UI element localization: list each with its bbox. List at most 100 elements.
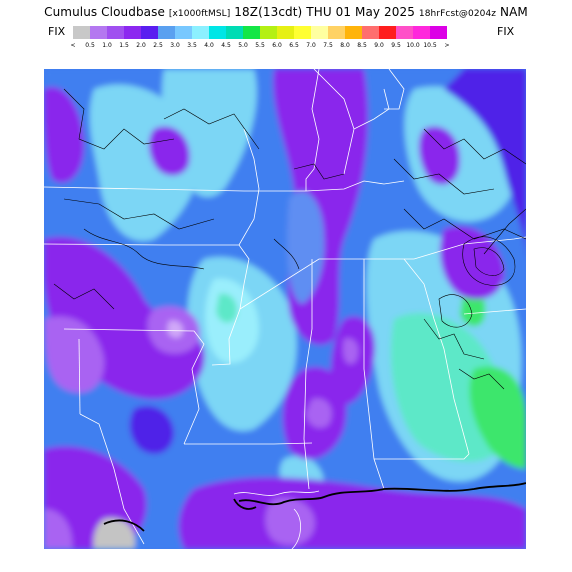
forecast-map (44, 69, 526, 549)
valid-time: 18hrFcst@0204z (418, 9, 497, 19)
run-time: 18Z(13cdt) (234, 5, 303, 19)
legend-swatch (260, 26, 277, 39)
model-name: NAM (500, 5, 528, 19)
coastline (103, 482, 526, 532)
shade-patch (216, 293, 238, 323)
state-line (413, 236, 526, 260)
contour-line (53, 283, 115, 310)
contour-line (458, 368, 505, 390)
chart-title: Cumulus Cloudbase [x1000ftMSL] 18Z(13cdt… (0, 5, 572, 19)
shade-patch (44, 316, 105, 393)
state-line (243, 128, 260, 190)
legend-tick: 8.5 (357, 42, 367, 49)
coastline-white (233, 490, 320, 549)
contour-line (403, 208, 526, 240)
shade-patch (167, 320, 184, 338)
legend-swatch (243, 26, 260, 39)
legend-ticks: <0.5 1.0 1.5 2.0 2.5 3.0 3.5 4.0 4.5 5.0 5.5 6.0 6.5… (67, 42, 507, 52)
state-line (403, 258, 470, 455)
legend-swatch (158, 26, 175, 39)
shade-patch (93, 518, 135, 549)
coast-line (233, 498, 257, 510)
shade-patch (129, 405, 174, 454)
legend-tick: 3.0 (170, 42, 180, 49)
color-legend (73, 26, 447, 39)
legend-swatch (430, 26, 447, 39)
legend-swatch (294, 26, 311, 39)
shade-patch (44, 87, 84, 183)
legend-swatch (192, 26, 209, 39)
state-line (343, 88, 390, 175)
contour-line (423, 318, 485, 360)
legend-tick: 4.5 (221, 42, 231, 49)
legend-swatch (124, 26, 141, 39)
legend-tick: 2.5 (153, 42, 163, 49)
shade-patch (148, 126, 190, 176)
shade-patch (418, 126, 460, 185)
legend-tick: 6.5 (289, 42, 299, 49)
state-line (363, 259, 385, 490)
coast-line (238, 482, 526, 506)
contour-line (462, 236, 516, 286)
legend-tick: 6.0 (272, 42, 282, 49)
contour-line (483, 208, 526, 255)
legend-tick: > (444, 42, 450, 49)
contour-line (438, 294, 473, 328)
legend-tick: 4.0 (204, 42, 214, 49)
coast-line (103, 519, 145, 532)
fix-link-right[interactable]: FIX (497, 25, 515, 38)
legend-swatch (107, 26, 124, 39)
legend-tick: 5.5 (255, 42, 265, 49)
contour-line (293, 163, 345, 180)
contour-line (163, 108, 260, 150)
legend-tick: 0.5 (85, 42, 95, 49)
coast-line (291, 508, 301, 549)
forecast-date: THU 01 May 2025 (306, 5, 415, 19)
state-line (305, 69, 320, 191)
legend-tick: 5.0 (238, 42, 248, 49)
contour-line (273, 238, 300, 270)
contour-line (393, 158, 495, 195)
shade-patch (287, 191, 325, 304)
shade-patch (343, 338, 359, 365)
product-name: Cumulus Cloudbase (44, 5, 165, 19)
legend-tick: 2.0 (136, 42, 146, 49)
contour-line (473, 247, 505, 276)
terrain-contours (53, 88, 526, 390)
shade-patch (44, 509, 73, 549)
state-line (305, 180, 405, 192)
units-label: [x1000ftMSL] (168, 9, 231, 19)
state-line (78, 338, 81, 415)
legend-tick: 7.5 (323, 42, 333, 49)
legend-swatch (90, 26, 107, 39)
legend-tick: < (70, 42, 76, 49)
map-svg (44, 69, 526, 549)
legend-tick: 9.0 (374, 42, 384, 49)
state-line (463, 308, 526, 315)
state-line (239, 258, 414, 310)
legend-swatch (226, 26, 243, 39)
state-line (303, 259, 313, 490)
shade-patch (440, 226, 505, 300)
legend-swatch (379, 26, 396, 39)
contour-line (83, 228, 205, 270)
state-line (374, 453, 470, 460)
legend-tick: 1.5 (119, 42, 129, 49)
legend-tick: 9.5 (391, 42, 401, 49)
state-line (384, 69, 405, 110)
legend-swatch (311, 26, 328, 39)
legend-swatch (175, 26, 192, 39)
contour-line (423, 128, 526, 165)
shade-patch (469, 366, 526, 469)
legend-tick: 10.5 (423, 42, 437, 49)
legend-tick: 8.0 (340, 42, 350, 49)
state-borders (44, 69, 526, 545)
legend-swatch (141, 26, 158, 39)
legend-swatch (362, 26, 379, 39)
state-line (63, 328, 205, 445)
legend-tick: 10.0 (406, 42, 420, 49)
legend-swatch (328, 26, 345, 39)
fix-link-left[interactable]: FIX (48, 25, 66, 38)
legend-swatch (73, 26, 90, 39)
legend-swatch (396, 26, 413, 39)
